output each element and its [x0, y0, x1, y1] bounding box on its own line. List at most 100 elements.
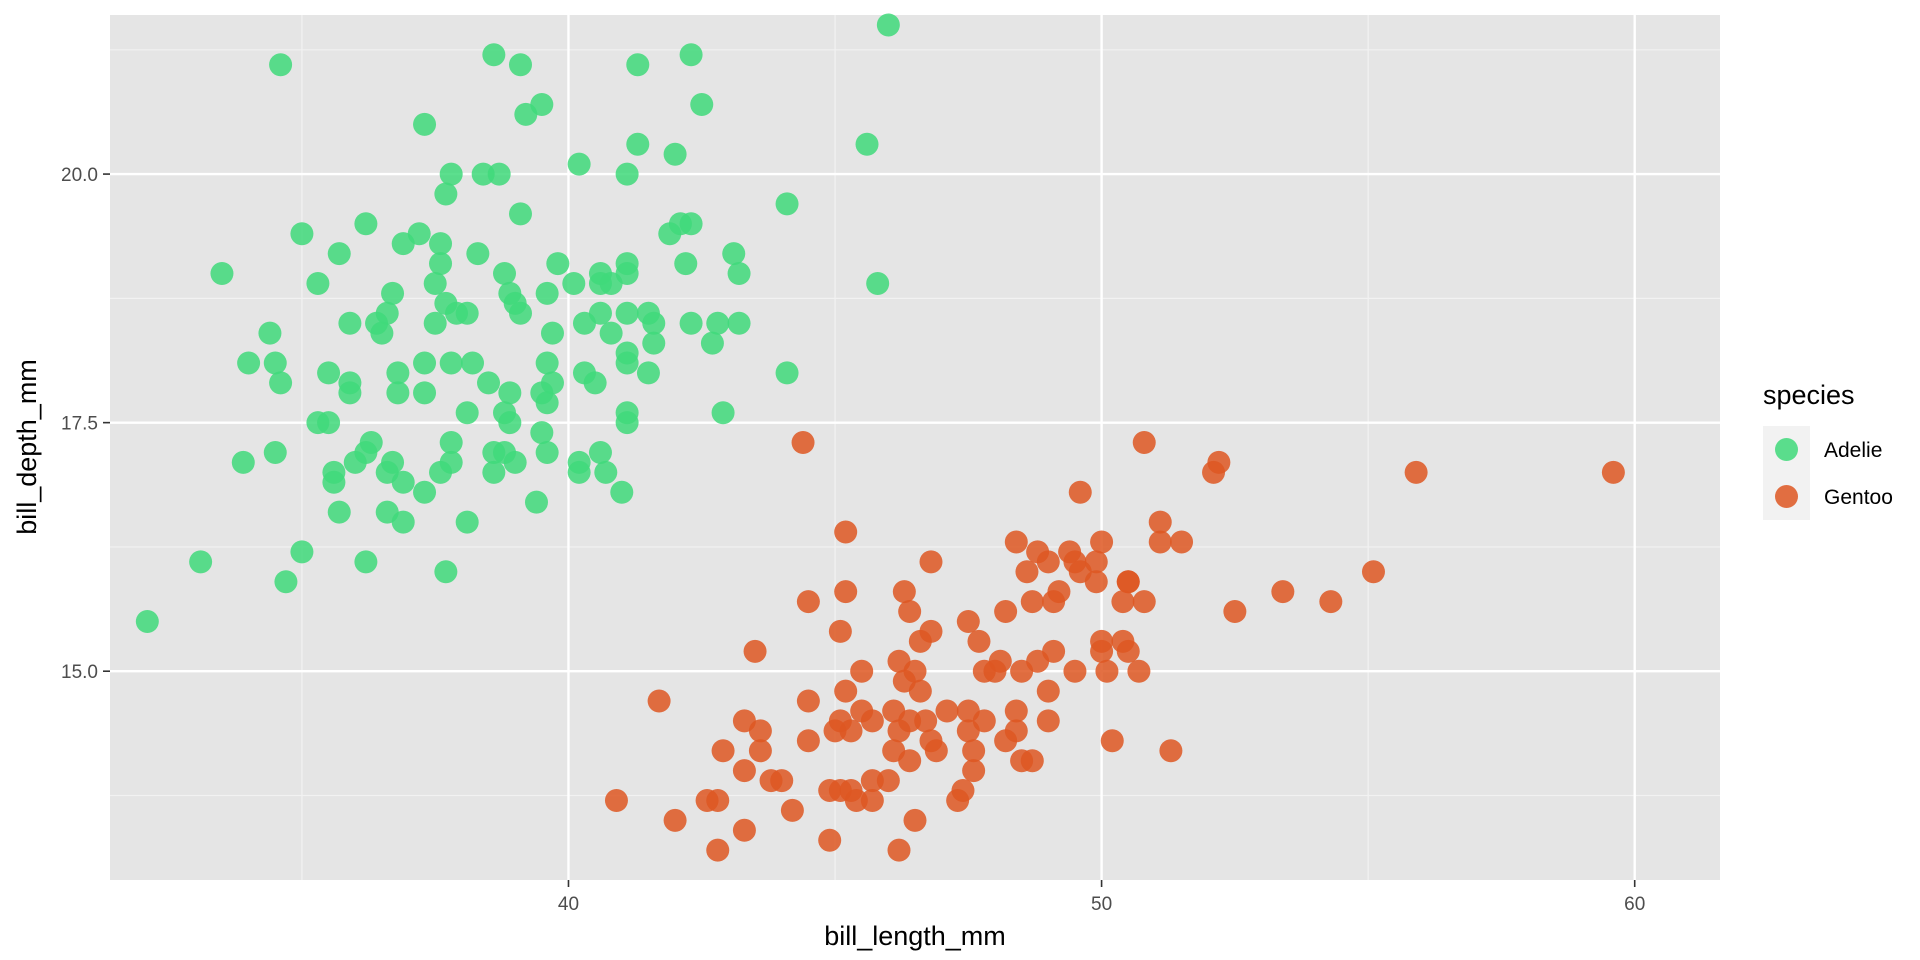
data-point-adelie: [674, 252, 698, 276]
data-point-adelie: [636, 361, 660, 385]
data-point-adelie: [135, 609, 159, 633]
data-point-gentoo: [796, 689, 820, 713]
data-point-adelie: [514, 102, 538, 126]
data-point-adelie: [615, 162, 639, 186]
data-point-adelie: [391, 232, 415, 256]
data-point-gentoo: [903, 808, 927, 832]
data-point-adelie: [594, 460, 618, 484]
legend-key-adelie: [1775, 438, 1798, 461]
data-point-gentoo: [967, 629, 991, 653]
legend-key-gentoo: [1775, 485, 1798, 508]
data-point-gentoo: [706, 838, 730, 862]
data-point-adelie: [263, 351, 287, 375]
data-points: [135, 13, 1625, 862]
data-point-adelie: [386, 361, 410, 385]
data-point-adelie: [610, 480, 634, 504]
data-point-gentoo: [834, 679, 858, 703]
data-point-adelie: [599, 321, 623, 345]
data-point-gentoo: [770, 769, 794, 793]
data-point-adelie: [775, 192, 799, 216]
data-point-gentoo: [1015, 560, 1039, 584]
x-tick-label: 60: [1624, 894, 1645, 915]
data-point-adelie: [210, 262, 234, 286]
data-point-adelie: [588, 440, 612, 464]
data-point-gentoo: [1090, 530, 1114, 554]
data-point-adelie: [413, 351, 437, 375]
data-point-gentoo: [732, 759, 756, 783]
data-point-adelie: [466, 242, 490, 266]
data-point-adelie: [290, 222, 314, 246]
data-point-gentoo: [1010, 659, 1034, 683]
data-point-adelie: [530, 421, 554, 445]
data-point-gentoo: [1004, 699, 1028, 723]
data-point-gentoo: [1020, 590, 1044, 614]
x-axis-title: bill_length_mm: [824, 921, 1006, 951]
legend: species Adelie Gentoo: [1763, 380, 1893, 520]
data-point-adelie: [615, 301, 639, 325]
data-point-adelie: [615, 351, 639, 375]
data-point-adelie: [354, 550, 378, 574]
data-point-adelie: [327, 242, 351, 266]
data-point-adelie: [455, 401, 479, 425]
data-point-gentoo: [1361, 560, 1385, 584]
data-point-adelie: [722, 242, 746, 266]
data-point-adelie: [370, 321, 394, 345]
data-point-gentoo: [1100, 729, 1124, 753]
data-point-adelie: [258, 321, 282, 345]
data-point-adelie: [546, 252, 570, 276]
legend-label-gentoo: Gentoo: [1824, 486, 1893, 509]
data-point-adelie: [322, 470, 346, 494]
data-point-adelie: [381, 281, 405, 305]
data-point-gentoo: [919, 550, 943, 574]
data-point-gentoo: [1116, 570, 1140, 594]
data-point-adelie: [386, 381, 410, 405]
data-point-adelie: [237, 351, 261, 375]
data-point-gentoo: [1116, 639, 1140, 663]
data-point-adelie: [263, 440, 287, 464]
data-point-adelie: [338, 381, 362, 405]
x-tick-label: 50: [1091, 894, 1112, 915]
data-point-adelie: [727, 311, 751, 335]
data-point-gentoo: [1042, 590, 1066, 614]
data-point-gentoo: [834, 580, 858, 604]
data-point-adelie: [727, 262, 751, 286]
data-point-adelie: [455, 301, 479, 325]
data-point-gentoo: [711, 739, 735, 763]
data-point-gentoo: [1127, 659, 1151, 683]
data-point-gentoo: [962, 759, 986, 783]
data-point-gentoo: [1090, 639, 1114, 663]
data-point-gentoo: [1132, 590, 1156, 614]
data-point-adelie: [535, 281, 559, 305]
data-point-adelie: [642, 331, 666, 355]
data-point-gentoo: [1036, 709, 1060, 733]
data-point-adelie: [567, 152, 591, 176]
data-point-gentoo: [1148, 530, 1172, 554]
y-tick-label: 20.0: [61, 165, 98, 186]
data-point-gentoo: [898, 749, 922, 773]
data-point-adelie: [626, 53, 650, 77]
data-point-gentoo: [860, 788, 884, 812]
data-point-adelie: [583, 371, 607, 395]
data-point-gentoo: [860, 769, 884, 793]
data-point-adelie: [306, 271, 330, 295]
data-point-adelie: [535, 391, 559, 415]
data-point-gentoo: [828, 619, 852, 643]
data-point-adelie: [679, 43, 703, 67]
data-point-adelie: [413, 480, 437, 504]
data-point-adelie: [269, 53, 293, 77]
data-point-gentoo: [823, 719, 847, 743]
data-point-adelie: [711, 401, 735, 425]
data-point-adelie: [274, 570, 298, 594]
data-point-adelie: [658, 222, 682, 246]
data-point-adelie: [540, 321, 564, 345]
data-point-adelie: [503, 450, 527, 474]
data-point-gentoo: [748, 739, 772, 763]
data-point-adelie: [599, 271, 623, 295]
data-point-gentoo: [834, 520, 858, 544]
data-point-gentoo: [924, 739, 948, 763]
legend-label-adelie: Adelie: [1824, 439, 1882, 462]
data-point-adelie: [642, 311, 666, 335]
data-point-adelie: [343, 450, 367, 474]
data-point-adelie: [391, 510, 415, 534]
data-point-adelie: [423, 311, 447, 335]
